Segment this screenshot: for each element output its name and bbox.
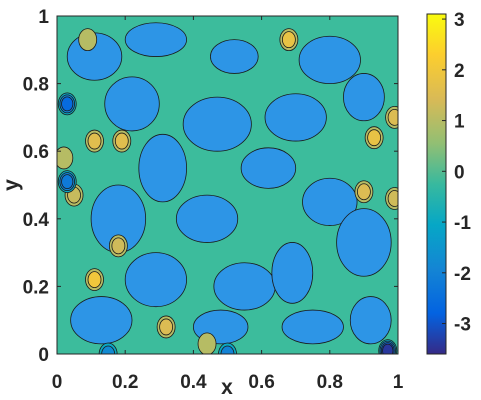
contour-region — [298, 35, 361, 84]
contour-peak — [197, 332, 217, 354]
colorbar-tick-label: 0 — [454, 162, 465, 183]
contour-region — [124, 252, 187, 308]
contour-region — [213, 262, 276, 311]
contour-region — [281, 309, 344, 345]
contour-region — [343, 73, 385, 122]
contour-region — [336, 208, 392, 277]
y-tick-label: 0.6 — [23, 142, 49, 163]
y-axis: 0 0.2 0.4 0.6 0.8 1 — [23, 7, 398, 366]
contour-ring — [382, 343, 394, 354]
contour-region — [182, 96, 252, 152]
contour-ring — [87, 132, 102, 150]
contour-ring — [87, 271, 102, 289]
y-axis-label: y — [0, 179, 23, 191]
x-tick-label: 0.6 — [248, 372, 274, 393]
contour-ring — [61, 174, 74, 190]
y-tick-label: 0.4 — [23, 210, 50, 231]
contour-region — [175, 194, 239, 243]
contour-region — [210, 39, 259, 74]
plot-area — [56, 15, 399, 355]
colorbar-tick-label: 2 — [454, 61, 465, 82]
contour-region — [240, 147, 297, 189]
colorbar-tick-label: 3 — [454, 10, 465, 31]
contour-peak — [156, 315, 176, 339]
contour-ring — [159, 318, 174, 336]
contour-ring — [111, 237, 126, 255]
contour-peak — [108, 234, 128, 258]
contour-region — [271, 242, 314, 304]
contour-peak — [279, 28, 299, 52]
colorbar-tick-label: 1 — [454, 112, 465, 133]
contour-peak — [364, 126, 384, 150]
x-tick-label: 0.8 — [317, 372, 343, 393]
contour-ring — [78, 28, 98, 52]
negative-regions — [66, 22, 392, 345]
contour-peak — [57, 170, 77, 194]
contour-peak — [57, 92, 77, 116]
contour-ring — [367, 129, 382, 147]
x-tick-label: 0 — [52, 372, 63, 393]
y-tick-label: 0 — [38, 345, 49, 366]
contour-peak — [385, 106, 398, 129]
contour-ring — [281, 31, 296, 49]
contour-ring — [57, 146, 74, 170]
y-tick-label: 0.2 — [23, 277, 49, 298]
contour-peak — [98, 342, 118, 354]
colorbar-tick-label: -3 — [454, 315, 471, 336]
contour-region — [138, 133, 187, 203]
x-tick-label: 0.4 — [180, 372, 207, 393]
contour-region — [104, 76, 160, 132]
colorbar-gradient — [427, 14, 446, 354]
contour-peak — [378, 339, 398, 354]
contour-ring — [387, 190, 398, 207]
contour-ring — [61, 96, 74, 112]
x-axis-label: x — [221, 376, 233, 399]
x-axis: 0 0.2 0.4 0.6 0.8 1 — [52, 16, 404, 393]
contour-peak — [57, 146, 74, 170]
y-tick-label: 0.8 — [23, 75, 49, 96]
contour-peak — [218, 342, 237, 354]
contour-ring — [356, 183, 371, 201]
contour-ring — [387, 109, 398, 126]
plot-frame — [56, 15, 399, 355]
contour-region — [70, 296, 133, 345]
contour-peak — [85, 268, 104, 292]
contour-ring — [197, 332, 217, 354]
contour-region — [264, 93, 327, 142]
colorbar-tick-label: -2 — [454, 264, 471, 285]
contour-peak — [385, 187, 398, 210]
contour-peak — [78, 28, 98, 52]
colorbar-ticks: -3 -2 -1 0 1 2 3 — [442, 10, 471, 336]
y-tick-label: 1 — [38, 7, 49, 28]
colorbar-tick-label: -1 — [454, 213, 471, 234]
x-tick-label: 0.2 — [112, 372, 138, 393]
peak-markers — [57, 28, 398, 354]
contour-ring — [101, 345, 116, 354]
contour-region — [349, 296, 392, 345]
contour-peak — [85, 129, 104, 153]
contour-ring — [220, 345, 235, 354]
contour-peak — [354, 180, 374, 204]
colorbar: -3 -2 -1 0 1 2 3 — [426, 10, 471, 355]
contour-region — [302, 177, 358, 226]
colorbar-frame — [426, 13, 447, 355]
x-tick-label: 1 — [393, 372, 404, 393]
contour-region — [124, 22, 187, 57]
contour-ring — [114, 132, 129, 150]
contour-peak — [112, 129, 132, 153]
